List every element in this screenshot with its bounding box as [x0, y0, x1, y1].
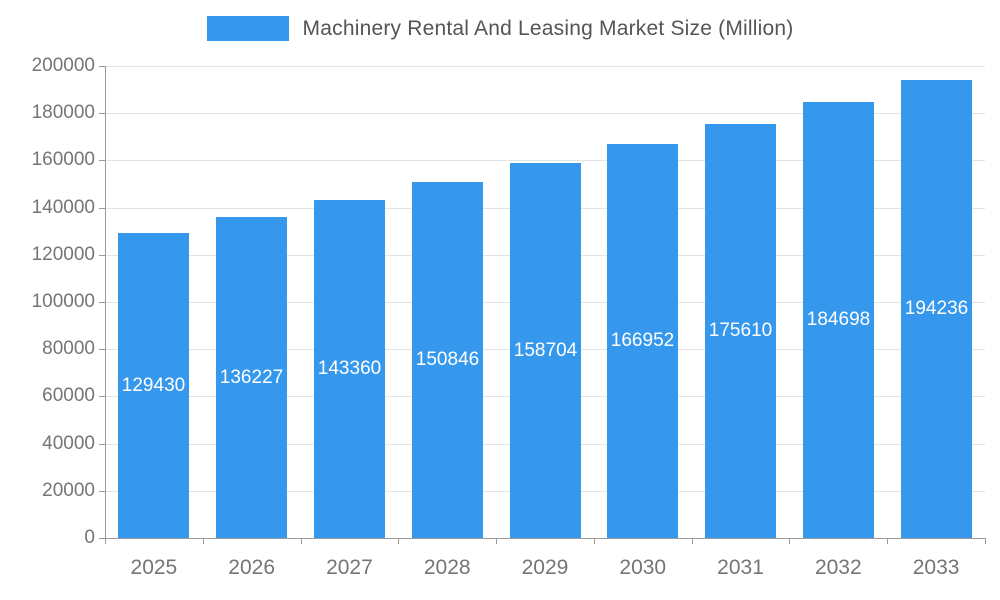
y-axis-tick-label: 40000 — [42, 432, 95, 454]
y-axis-tick — [99, 490, 105, 492]
x-axis-tick — [887, 538, 888, 544]
bar[interactable]: 166952 — [607, 144, 678, 538]
bar[interactable]: 158704 — [510, 163, 581, 538]
y-axis-tick — [99, 160, 105, 162]
x-axis-tick — [496, 538, 497, 544]
bar[interactable]: 143360 — [314, 200, 385, 538]
y-axis-tick — [99, 302, 105, 303]
y-axis-tick-label: 180000 — [31, 102, 95, 124]
x-axis-label: 2027 — [326, 556, 373, 579]
bar-value-label: 150846 — [415, 349, 480, 370]
y-axis-tick-label: 200000 — [31, 55, 95, 76]
gridline — [105, 66, 985, 67]
x-axis-label: 2032 — [814, 556, 862, 579]
y-axis-tick-label: 20000 — [42, 479, 95, 501]
x-axis-label: 2025 — [130, 556, 178, 579]
y-axis-tick — [99, 254, 105, 256]
plot-area: 129430 136227 143360 150846 158704 166952 1756… — [105, 66, 985, 538]
bar-value-label: 129430 — [121, 374, 186, 396]
y-axis-tick-label: 0 — [84, 527, 95, 548]
y-axis-tick — [99, 113, 105, 115]
y-axis-tick — [99, 66, 105, 67]
bar-value-label: 194236 — [904, 298, 969, 319]
x-axis-label: 2028 — [423, 556, 471, 579]
bar-value-label: 166952 — [610, 330, 675, 351]
legend-swatch[interactable] — [206, 16, 289, 41]
bar[interactable]: 150846 — [412, 182, 483, 538]
gridline — [105, 160, 985, 162]
bar-value-label: 184698 — [806, 309, 871, 330]
x-axis-line — [105, 538, 986, 539]
bar[interactable]: 175610 — [705, 124, 776, 538]
bar[interactable]: 129430 — [118, 233, 189, 538]
x-axis-label: 2026 — [228, 556, 275, 579]
bar-value-label: 175610 — [708, 320, 773, 341]
y-axis-line — [105, 66, 106, 539]
x-axis-tick — [105, 538, 106, 544]
x-axis-label: 2029 — [521, 556, 569, 579]
y-axis-tick — [99, 396, 105, 398]
bar[interactable]: 184698 — [803, 102, 874, 538]
y-axis-tick — [99, 443, 105, 445]
bar-value-label: 143360 — [317, 358, 382, 379]
legend: Machinery Rental And Leasing Market Size… — [0, 16, 1000, 41]
bar[interactable]: 136227 — [216, 217, 287, 538]
y-axis-tick-label: 60000 — [42, 385, 95, 407]
y-axis-tick — [99, 538, 105, 539]
y-axis-tick-label: 80000 — [42, 338, 95, 360]
bar-value-label: 158704 — [513, 339, 578, 361]
y-axis-tick-label: 140000 — [31, 196, 95, 218]
y-axis-tick-label: 100000 — [31, 291, 95, 312]
gridline — [105, 113, 985, 115]
bar-value-label: 136227 — [219, 366, 284, 388]
y-axis-tick — [99, 349, 105, 351]
x-axis-tick — [301, 538, 302, 544]
x-axis-tick — [985, 538, 986, 544]
x-axis-label: 2033 — [912, 556, 960, 579]
y-axis-tick — [99, 207, 105, 209]
x-axis-tick — [692, 538, 693, 544]
x-axis-label: 2031 — [717, 556, 764, 579]
x-axis-tick — [203, 538, 204, 544]
chart-title: Machinery Rental And Leasing Market Size… — [302, 16, 794, 40]
x-axis-tick — [398, 538, 399, 544]
x-axis-tick — [789, 538, 790, 544]
x-axis-tick — [594, 538, 595, 544]
x-axis-label: 2030 — [619, 556, 667, 579]
bar[interactable]: 194236 — [901, 80, 972, 538]
y-axis-tick-label: 160000 — [31, 149, 95, 171]
y-axis-tick-label: 120000 — [31, 243, 95, 265]
